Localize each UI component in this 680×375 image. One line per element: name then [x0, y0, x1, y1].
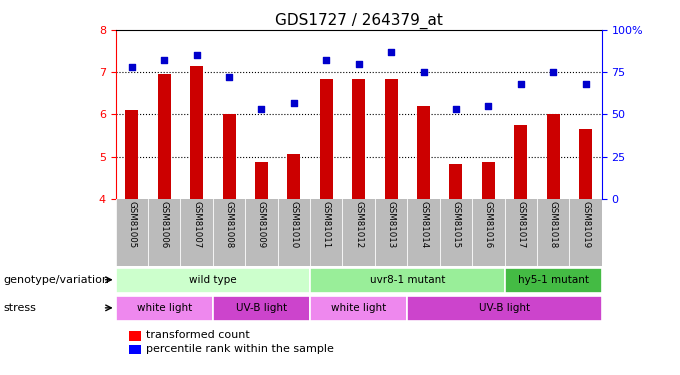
Text: GSM81011: GSM81011 [322, 201, 330, 248]
Point [353, 61, 364, 67]
Text: UV-B light: UV-B light [236, 303, 287, 313]
Point [483, 103, 494, 109]
Bar [320, 78, 333, 199]
Text: GSM81010: GSM81010 [290, 201, 299, 248]
Bar [505, 268, 602, 293]
Text: GSM81007: GSM81007 [192, 201, 201, 248]
Text: GSM81005: GSM81005 [127, 201, 136, 248]
Bar [407, 296, 602, 321]
Point [515, 81, 526, 87]
Text: hy5-1 mutant: hy5-1 mutant [517, 275, 589, 285]
Bar [417, 106, 430, 199]
Text: wild type: wild type [189, 275, 237, 285]
Bar [158, 74, 171, 199]
Bar [288, 154, 301, 199]
Point [418, 69, 429, 75]
Bar [213, 296, 310, 321]
Text: GSM81012: GSM81012 [354, 201, 363, 248]
Bar [449, 164, 462, 199]
Bar [352, 78, 365, 199]
Text: GSM81017: GSM81017 [516, 201, 525, 248]
Point [386, 49, 396, 55]
Bar [482, 162, 495, 199]
Bar [125, 110, 138, 199]
Bar [190, 66, 203, 199]
Text: GSM81014: GSM81014 [419, 201, 428, 248]
Point [547, 69, 558, 75]
Text: white light: white light [137, 303, 192, 313]
Bar [310, 296, 407, 321]
Text: GSM81019: GSM81019 [581, 201, 590, 248]
Text: GSM81016: GSM81016 [484, 201, 493, 248]
Point [158, 57, 170, 63]
Text: GSM81015: GSM81015 [452, 201, 460, 248]
Bar [116, 268, 310, 293]
Text: white light: white light [331, 303, 386, 313]
Text: percentile rank within the sample: percentile rank within the sample [146, 344, 334, 354]
Bar [579, 129, 592, 199]
Bar [255, 162, 268, 199]
Text: GSM81013: GSM81013 [387, 201, 396, 248]
Bar [547, 114, 560, 199]
Text: GSM81006: GSM81006 [160, 201, 169, 248]
Text: GSM81008: GSM81008 [224, 201, 233, 248]
Point [321, 57, 332, 63]
Text: genotype/variation: genotype/variation [3, 275, 109, 285]
Point [126, 64, 137, 70]
Bar [514, 125, 527, 199]
Bar [310, 268, 505, 293]
Text: uvr8-1 mutant: uvr8-1 mutant [370, 275, 445, 285]
Point [224, 74, 235, 80]
Text: UV-B light: UV-B light [479, 303, 530, 313]
Text: GSM81018: GSM81018 [549, 201, 558, 248]
Bar [116, 296, 213, 321]
Text: GSM81009: GSM81009 [257, 201, 266, 248]
Point [580, 81, 591, 87]
Bar [222, 114, 235, 199]
Bar [385, 78, 398, 199]
Point [191, 52, 202, 58]
Point [288, 100, 299, 106]
Text: stress: stress [3, 303, 36, 313]
Point [450, 106, 461, 112]
Text: transformed count: transformed count [146, 330, 250, 340]
Title: GDS1727 / 264379_at: GDS1727 / 264379_at [275, 12, 443, 28]
Point [256, 106, 267, 112]
